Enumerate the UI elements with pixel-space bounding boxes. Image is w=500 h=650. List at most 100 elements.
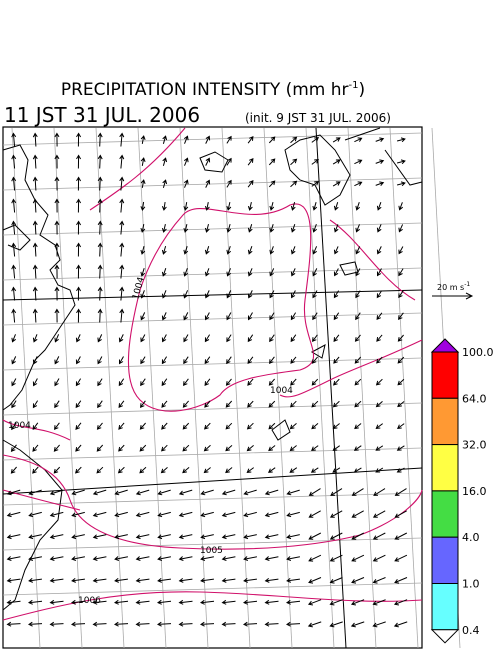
wind-arrow [247,268,253,277]
colorbar-segment [431,490,459,538]
wind-arrow [355,224,360,233]
wind-arrow [71,621,86,627]
wind-arrow [247,400,254,408]
wind-arrow [139,444,147,452]
wind-arrow [221,511,236,518]
wind-arrow [54,154,60,169]
wind-arrow [162,179,168,188]
wind-arrow [264,621,279,627]
wind-arrow [333,290,340,299]
wind-arrow [355,202,361,211]
wind-arrow [221,599,236,605]
wind-arrow [182,422,190,430]
wind-arrow [290,334,297,343]
wind-arrow [32,466,39,474]
wind-arrow [226,356,232,365]
wind-arrow [394,510,407,518]
wind-arrow [397,423,405,429]
wind-arrow [247,290,253,299]
wind-arrow [161,378,168,387]
wind-arrow [333,224,339,233]
wind-arrow [247,180,254,188]
wind-arrow [49,556,64,561]
wind-arrow [375,445,384,451]
wind-arrow [114,621,129,627]
wind-arrow [200,556,214,561]
wind-arrow [184,157,189,166]
colorbar-segment [431,397,459,446]
wind-arrow [354,378,362,386]
wind-arrow [398,224,404,233]
wind-arrow [119,286,125,301]
wind-arrow [71,556,85,561]
wind-arrow [333,334,340,342]
title: PRECIPITATION INTENSITY (mm hr-1) [61,80,365,100]
wind-arrow [92,621,107,627]
wind-arrow [205,179,211,188]
wind-arrow [118,400,125,408]
wind-arrow [354,423,362,430]
wind-arrow [119,198,125,213]
wind-arrow [354,137,363,143]
wind-arrow [54,220,60,235]
wind-arrow [329,510,343,518]
colorbar-label: 16.0 [462,485,487,498]
wind-arrow [311,378,319,386]
wind-arrow [221,578,236,583]
wind-arrow [375,181,385,187]
wind-arrow [350,621,365,628]
wind-arrow [311,445,319,451]
wind-arrow [183,268,189,277]
wind-arrow [248,312,253,321]
wind-arrow [351,510,364,518]
wind-arrow [32,198,38,213]
wind-arrow [97,356,103,365]
wind-arrow [140,157,146,166]
colorbar-label: 32.0 [462,439,487,452]
wind-arrow [162,135,168,144]
wind-arrow [161,245,167,255]
wind-arrow [355,312,361,321]
wind-arrow [311,400,319,408]
wind-arrow [285,599,301,605]
wind-arrow [75,378,82,387]
wind-arrow [269,268,275,277]
wind-arrow [162,157,168,166]
wind-arrow [312,268,318,277]
wind-arrow [247,158,254,166]
wind-arrow [11,422,17,431]
wind-arrow [97,132,103,147]
wind-arrow [161,422,168,430]
wind-arrow [182,467,190,474]
coastline [344,127,423,186]
wind-arrow [376,246,382,255]
wind-arrow [114,489,128,496]
wind-arrow [286,511,300,518]
colorbar-segment [431,583,459,631]
wind-arrow [32,308,38,323]
wind-arrow [264,599,279,605]
wind-arrow [286,621,301,627]
wind-arrow [97,400,103,409]
wind-arrow [32,356,38,365]
wind-arrow [332,159,341,165]
wind-arrow [264,511,279,518]
graticule-line [305,127,335,649]
wind-arrow [269,356,275,364]
wind-arrow [157,621,172,627]
wind-arrow [6,578,21,583]
wind-arrow [289,467,298,473]
wind-arrow [333,202,339,211]
wind-scale-superscript: -1 [464,281,470,288]
wind-arrow [355,246,361,255]
valid-time: 11 JST 31 JUL. 2006 [4,103,200,127]
wind-arrow [397,378,405,386]
wind-arrow [226,223,232,233]
wind-arrow [311,137,319,143]
wind-arrow [74,466,82,474]
wind-arrow [290,246,296,255]
wind-arrow [396,137,406,143]
wind-arrow [119,308,125,323]
wind-arrow [76,220,82,235]
wind-arrow [396,467,405,473]
